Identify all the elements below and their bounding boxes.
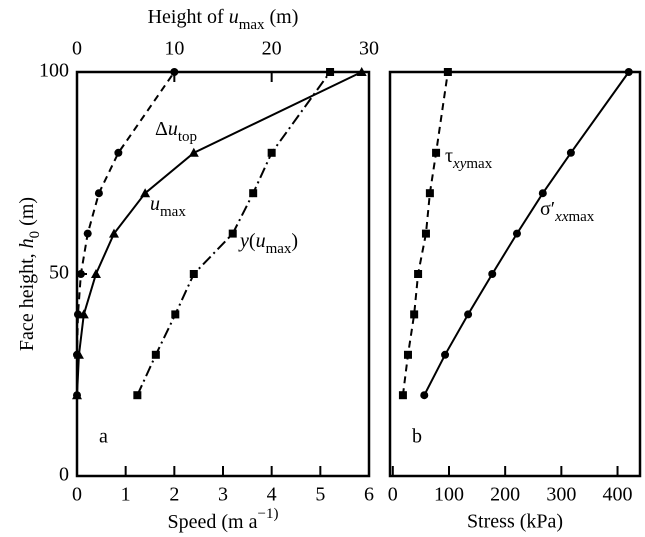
x-tick-label: 4 — [267, 484, 277, 506]
marker — [414, 270, 423, 278]
marker — [420, 391, 429, 400]
marker — [108, 228, 119, 238]
marker — [72, 390, 82, 400]
marker — [512, 229, 521, 238]
marker — [410, 310, 419, 319]
marker — [398, 391, 407, 400]
marker — [566, 148, 575, 157]
x2-tick-label: 0 — [72, 38, 82, 60]
marker — [538, 189, 547, 198]
marker — [228, 229, 237, 238]
series-name: σ′xxmax — [540, 198, 595, 226]
x2-tick-label: 30 — [359, 38, 379, 60]
plot-frame — [75, 70, 371, 478]
marker — [464, 310, 473, 319]
marker — [170, 68, 179, 76]
x-tick-label: 3 — [218, 484, 228, 506]
x-tick-label: 300 — [546, 484, 576, 506]
marker — [140, 188, 151, 198]
marker — [189, 270, 198, 278]
x2-tick-label: 10 — [164, 38, 184, 60]
series-line — [76, 71, 363, 396]
x-tick-label: 2 — [169, 484, 179, 506]
marker — [78, 309, 89, 319]
panel-label: b — [412, 426, 422, 448]
marker — [356, 67, 367, 76]
marker — [114, 148, 123, 157]
marker — [432, 148, 441, 157]
y-axis-label: Face height, h0 (m) — [16, 197, 44, 351]
x-tick-label: 0 — [72, 484, 82, 506]
x-tick-label: 6 — [364, 484, 374, 506]
x-tick-label: 1 — [121, 484, 131, 506]
series-name: Δutop — [155, 118, 197, 146]
marker — [443, 68, 452, 76]
x-tick-label: 100 — [434, 484, 464, 506]
marker — [171, 310, 180, 319]
series-name: y(umax) — [238, 230, 298, 258]
marker — [76, 270, 85, 278]
marker — [403, 350, 412, 359]
marker — [188, 147, 199, 157]
marker — [249, 189, 258, 198]
marker — [326, 68, 335, 76]
marker — [441, 350, 450, 359]
marker — [624, 68, 633, 76]
marker — [83, 229, 92, 238]
marker — [133, 391, 142, 400]
x-tick-label: 400 — [603, 484, 633, 506]
series-line — [76, 71, 176, 396]
x-tick-label: 5 — [315, 484, 325, 506]
x2-axis-label: Height of umax (m) — [148, 6, 299, 34]
marker — [73, 349, 84, 359]
marker — [421, 229, 430, 238]
y-tick-label: 0 — [59, 464, 69, 486]
series-name: umax — [150, 193, 186, 221]
x-tick-label: 200 — [490, 484, 520, 506]
x-axis-label: Stress (kPa) — [467, 511, 563, 533]
marker — [94, 189, 103, 198]
marker — [488, 270, 497, 278]
x2-tick-label: 20 — [262, 38, 282, 60]
series-line — [136, 71, 331, 396]
y-tick-label: 50 — [49, 262, 69, 284]
plot-frame — [388, 70, 642, 478]
marker — [151, 350, 160, 359]
x-axis-label: Speed (m a−1) — [168, 506, 279, 532]
marker — [267, 148, 276, 157]
marker — [90, 269, 101, 278]
marker — [425, 189, 434, 198]
y-tick-label: 100 — [39, 60, 69, 82]
series-line — [423, 71, 630, 396]
panel-label: a — [99, 426, 108, 448]
x-tick-label: 0 — [388, 484, 398, 506]
series-name: τxymax — [445, 145, 493, 173]
